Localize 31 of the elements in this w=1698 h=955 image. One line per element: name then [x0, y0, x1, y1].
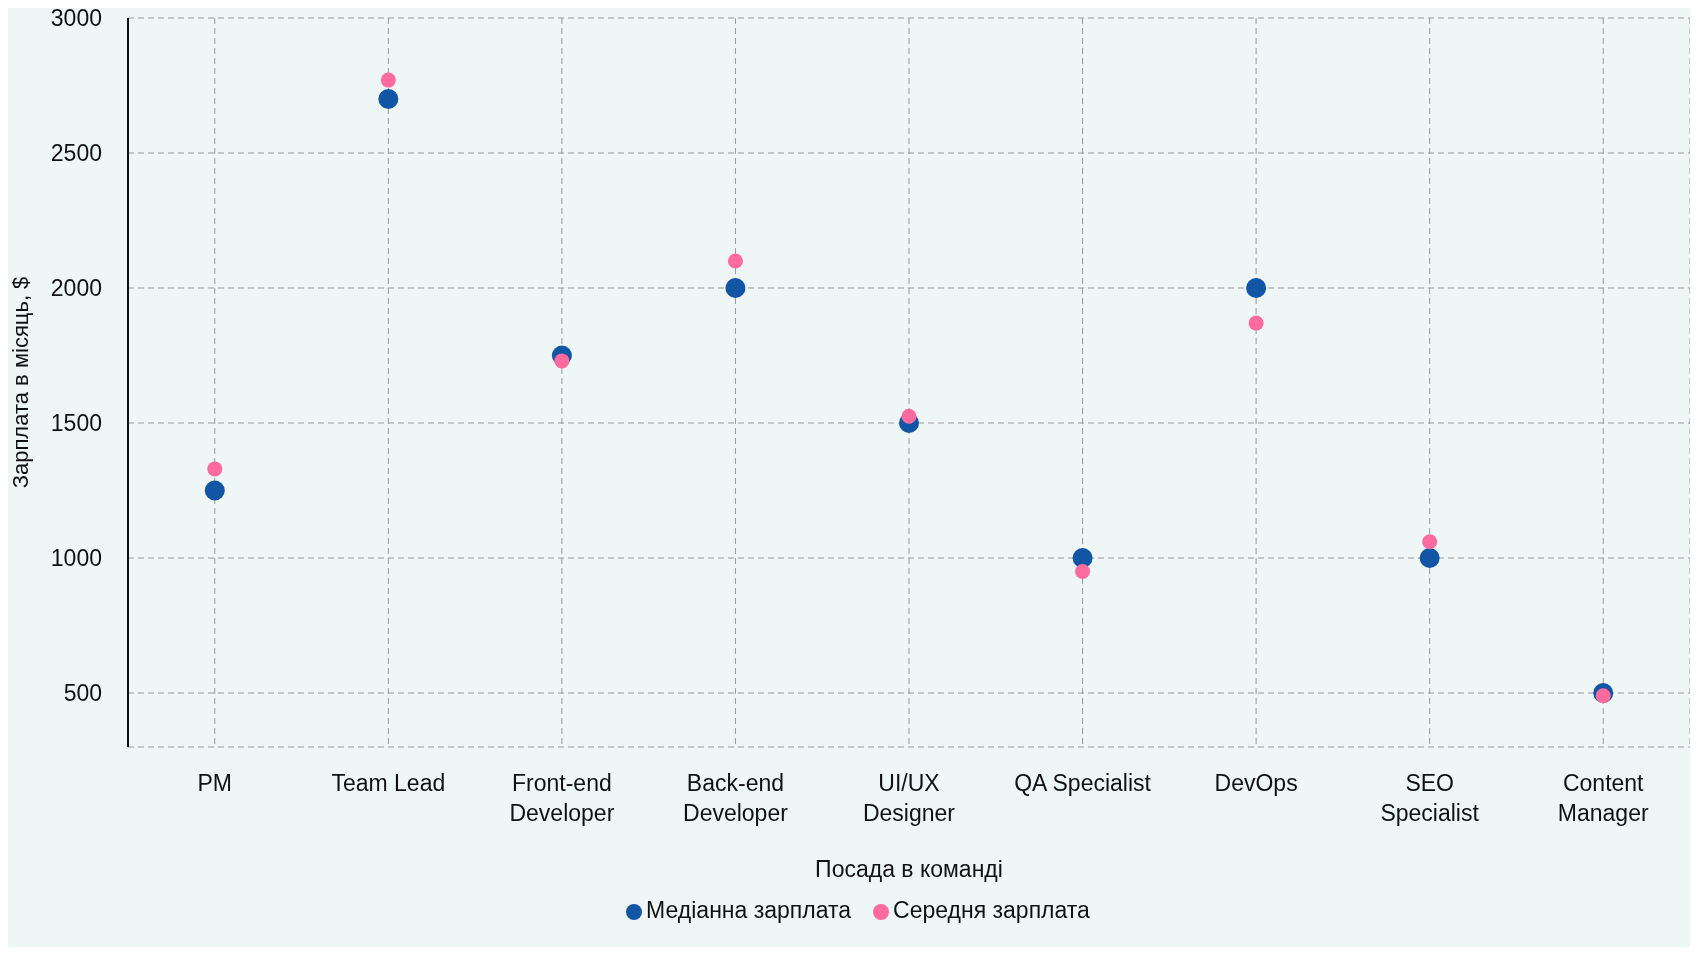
- x-tick-label: Back-end Developer: [683, 770, 789, 826]
- legend-label: Середня зарплата: [893, 897, 1090, 923]
- point: [380, 72, 396, 88]
- x-tick-label: Front-end Developer: [509, 770, 615, 826]
- y-tick-label: 3000: [50, 5, 102, 32]
- point: [901, 408, 917, 424]
- point: [1246, 278, 1267, 298]
- x-tick-label: Content Manager: [1557, 770, 1649, 826]
- point: [378, 89, 399, 109]
- x-tick-label: QA Specialist: [1014, 770, 1152, 796]
- point: [1248, 315, 1264, 331]
- y-tick-label: 2500: [50, 140, 102, 167]
- x-axis-title: Посада в команді: [815, 856, 1003, 882]
- x-tick-label: Team Lead: [331, 770, 446, 796]
- y-tick-label: 500: [63, 680, 102, 707]
- point: [204, 480, 225, 501]
- y-axis-title: Зарплата в місяць, $: [7, 276, 33, 489]
- point: [727, 253, 743, 269]
- legend-label: Медіанна зарплата: [646, 897, 852, 923]
- point: [1422, 534, 1438, 550]
- y-tick-label: 1000: [50, 545, 102, 572]
- y-tick-label: 2000: [50, 275, 102, 302]
- x-tick-label: DevOps: [1214, 770, 1298, 796]
- point: [207, 461, 223, 477]
- y-tick-label: 1500: [50, 410, 102, 437]
- point: [1419, 548, 1440, 568]
- x-tick-label: SEO Specialist: [1380, 770, 1480, 826]
- x-tick-label: PM: [197, 770, 233, 796]
- x-tick-label: UI/UX Designer: [862, 770, 956, 826]
- point: [725, 278, 746, 298]
- point: [1075, 564, 1091, 579]
